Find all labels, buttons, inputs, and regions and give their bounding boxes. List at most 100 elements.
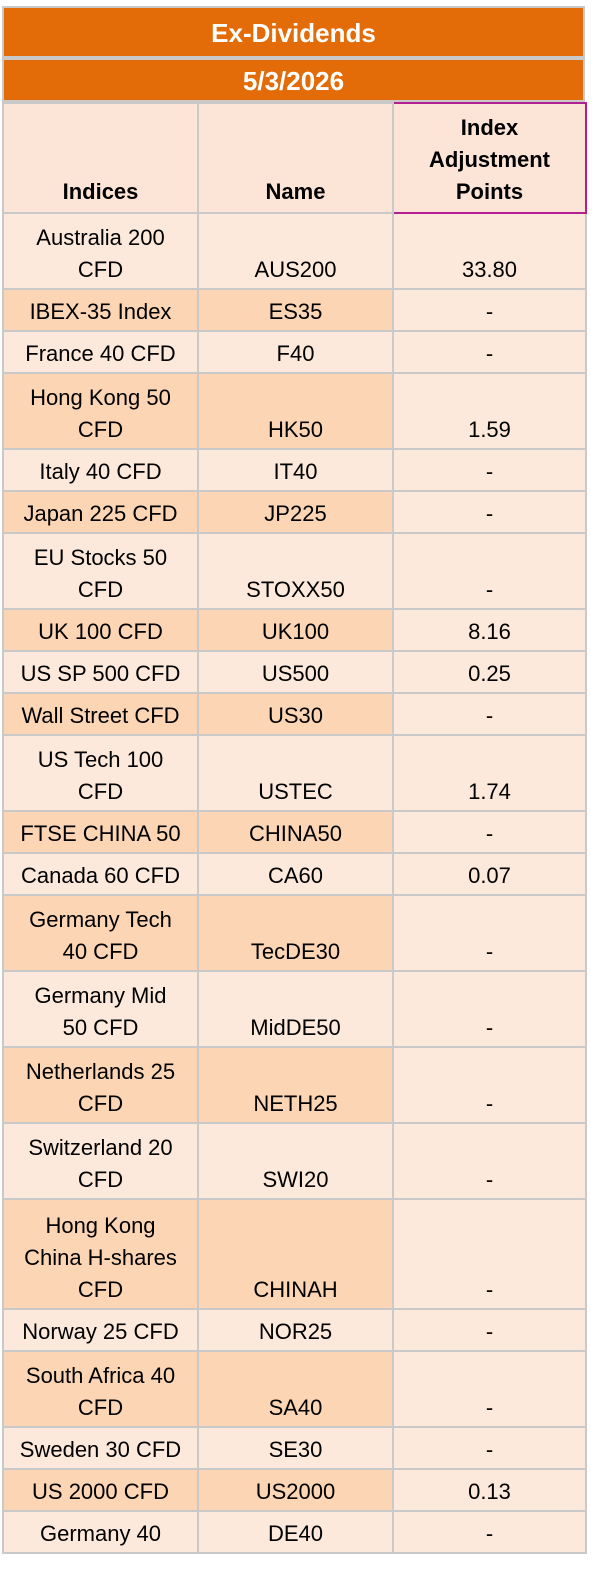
cell-index-line: Germany 40 (39, 1521, 162, 1546)
cell-index: Sweden 30 CFD (2, 1426, 199, 1470)
cell-name: US2000 (197, 1468, 394, 1512)
cell-points: - (392, 532, 587, 610)
cell-index: Hong Kong China H-shares CFD (2, 1198, 199, 1310)
cell-points: - (392, 810, 587, 854)
cell-index-line: CFD (77, 577, 124, 602)
cell-points: 1.59 (392, 372, 587, 450)
cell-name: USTEC (197, 734, 394, 812)
table-row: Italy 40 CFD IT40- (2, 448, 587, 492)
cell-name: SA40 (197, 1350, 394, 1428)
cell-name: NETH25 (197, 1046, 394, 1124)
cell-index-line: South Africa 40 (25, 1363, 176, 1388)
cell-index: EU Stocks 50 CFD (2, 532, 199, 610)
cell-index: US SP 500 CFD (2, 650, 199, 694)
cell-index-line: Germany Mid (34, 983, 167, 1008)
table-row: Germany Tech 40 CFD TecDE30- (2, 894, 587, 972)
cell-index-line: CFD (77, 417, 124, 442)
table-row: Germany 40 DE40- (2, 1510, 587, 1554)
cell-points: - (392, 330, 587, 374)
cell-index: Germany Mid 50 CFD (2, 970, 199, 1048)
cell-index: FTSE CHINA 50 (2, 810, 199, 854)
cell-name: UK100 (197, 608, 394, 652)
cell-index-line: Germany Tech (29, 907, 172, 932)
table-row: FTSE CHINA 50 CHINA50- (2, 810, 587, 854)
cell-points: - (392, 1198, 587, 1310)
table-row: UK 100 CFD UK100 8.16 (2, 608, 587, 652)
cell-points: - (392, 1510, 587, 1554)
cell-points: 0.07 (392, 852, 587, 896)
cell-index-line: Norway 25 CFD (22, 1319, 179, 1344)
cell-name: MidDE50 (197, 970, 394, 1048)
table-row: Germany Mid 50 CFD MidDE50- (2, 970, 587, 1048)
cell-index: Switzerland 20 CFD (2, 1122, 199, 1200)
cell-name: SE30 (197, 1426, 394, 1470)
cell-index-line: France 40 CFD (25, 341, 176, 366)
cell-index-line: Japan 225 CFD (23, 501, 178, 526)
cell-name: HK50 (197, 372, 394, 450)
table-row: IBEX-35 Index ES35- (2, 288, 587, 332)
table-row: France 40 CFD F40- (2, 330, 587, 374)
cell-index-line: 50 CFD (62, 1015, 139, 1040)
cell-points: - (392, 894, 587, 972)
cell-index: US Tech 100 CFD (2, 734, 199, 812)
cell-points: - (392, 490, 587, 534)
table-row: Japan 225 CFD JP225- (2, 490, 587, 534)
cell-index-line: Italy 40 CFD (39, 459, 162, 484)
cell-index: Netherlands 25 CFD (2, 1046, 199, 1124)
cell-name: NOR25 (197, 1308, 394, 1352)
header-row: Indices Name Index Adjustment Points (2, 102, 587, 214)
cell-index-line: CFD (77, 1091, 124, 1116)
cell-index: Canada 60 CFD (2, 852, 199, 896)
cell-points: 0.13 (392, 1468, 587, 1512)
cell-name: US30 (197, 692, 394, 736)
cell-name: TecDE30 (197, 894, 394, 972)
cell-points: - (392, 1046, 587, 1124)
cell-name: IT40 (197, 448, 394, 492)
table-row: Sweden 30 CFD SE30- (2, 1426, 587, 1470)
cell-points: - (392, 692, 587, 736)
header-indices: Indices (2, 102, 199, 214)
table-row: US Tech 100 CFD USTEC 1.74 (2, 734, 587, 812)
cell-name: STOXX50 (197, 532, 394, 610)
cell-index-line: US 2000 CFD (32, 1479, 169, 1504)
cell-index-line: Sweden 30 CFD (19, 1437, 182, 1462)
header-adjustment-line: Points (455, 179, 524, 204)
cell-index: US 2000 CFD (2, 1468, 199, 1512)
table-row: US 2000 CFD US2000 0.13 (2, 1468, 587, 1512)
cell-name: AUS200 (197, 212, 394, 290)
cell-index: France 40 CFD (2, 330, 199, 374)
sheet-title: Ex-Dividends (2, 6, 585, 58)
table-row: Hong Kong 50 CFD HK50 1.59 (2, 372, 587, 450)
cell-points: - (392, 1308, 587, 1352)
cell-index-line: IBEX-35 Index (29, 299, 172, 324)
cell-index-line: 40 CFD (62, 939, 139, 964)
cell-name: ES35 (197, 288, 394, 332)
cell-index-line: UK 100 CFD (38, 619, 163, 644)
cell-name: SWI20 (197, 1122, 394, 1200)
table-row: Wall Street CFD US30- (2, 692, 587, 736)
cell-points: - (392, 1350, 587, 1428)
cell-points: 8.16 (392, 608, 587, 652)
cell-index-line: FTSE CHINA 50 (20, 821, 181, 846)
cell-name: DE40 (197, 1510, 394, 1554)
cell-index: Italy 40 CFD (2, 448, 199, 492)
cell-points: - (392, 1426, 587, 1470)
table-body: Australia 200 CFD AUS200 33.80 IBEX-35 Index… (2, 212, 587, 1554)
cell-index-line: Canada 60 CFD (21, 863, 180, 888)
header-adjustment-line: Adjustment (429, 147, 550, 172)
header-name: Name (197, 102, 394, 214)
cell-points: - (392, 288, 587, 332)
table-row: EU Stocks 50 CFD STOXX50- (2, 532, 587, 610)
cell-index-line: Hong Kong (45, 1213, 156, 1238)
cell-index: Germany Tech 40 CFD (2, 894, 199, 972)
cell-name: JP225 (197, 490, 394, 534)
cell-index-line: US SP 500 CFD (20, 661, 181, 686)
cell-index: Germany 40 (2, 1510, 199, 1554)
cell-index-line: CFD (77, 1277, 124, 1302)
table-row: Australia 200 CFD AUS200 33.80 (2, 212, 587, 290)
cell-name: CHINA50 (197, 810, 394, 854)
cell-points: 33.80 (392, 212, 587, 290)
cell-index-line: CFD (77, 1167, 124, 1192)
cell-index-line: US Tech 100 (37, 747, 164, 772)
cell-name: US500 (197, 650, 394, 694)
